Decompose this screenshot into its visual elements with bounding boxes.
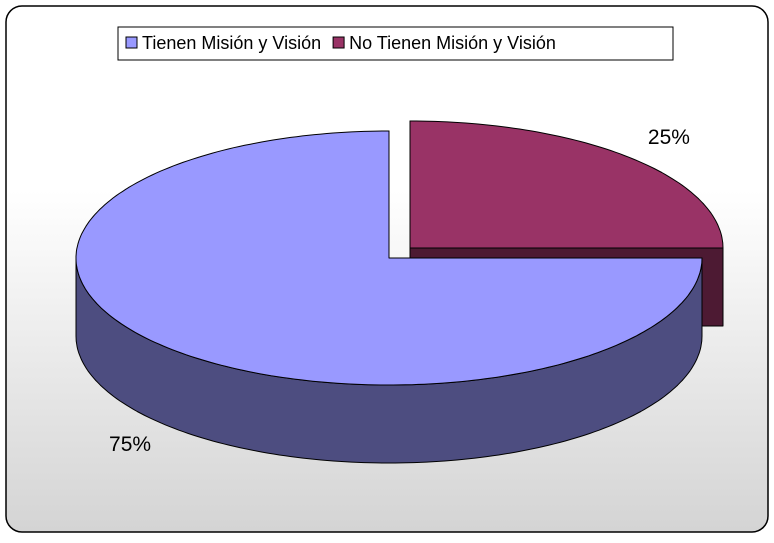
- legend: [117, 26, 674, 61]
- legend-swatch: [125, 36, 138, 49]
- legend-label: Tienen Misión y Visión: [142, 33, 321, 53]
- value-label: 25%: [648, 126, 690, 149]
- legend-swatch: [332, 36, 345, 49]
- pie: 75% 25%: [75, 120, 724, 464]
- slice: [409, 120, 724, 249]
- legend-label: No Tienen Misión y Visión: [349, 33, 556, 53]
- value-label: 75%: [109, 433, 151, 456]
- slice: [75, 130, 703, 386]
- legend-entries: Tienen Misión y Visión No Tienen Misión y…: [125, 33, 556, 53]
